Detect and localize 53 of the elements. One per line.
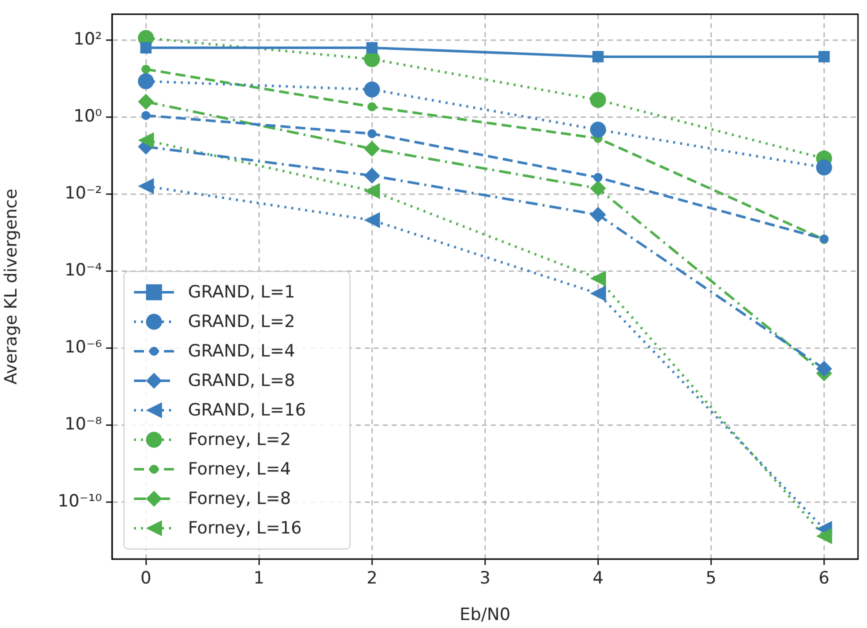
point [590, 286, 606, 302]
y-tick-label: 10² [74, 29, 102, 50]
point [367, 102, 376, 112]
point [364, 140, 380, 157]
point [816, 360, 832, 377]
y-tick-label: 10⁻² [64, 183, 102, 204]
x-tick-label: 6 [818, 568, 830, 589]
point [590, 206, 606, 223]
x-tick-label: 4 [592, 568, 604, 589]
point [140, 42, 152, 54]
y-tick-label: 10⁰ [74, 106, 102, 126]
point [590, 270, 606, 286]
legend-label: Forney, L=2 [188, 430, 291, 450]
legend-label: GRAND, L=4 [188, 342, 296, 362]
point [138, 178, 154, 194]
x-axis-title: Eb/N0 [460, 605, 510, 626]
legend-label: Forney, L=4 [188, 460, 291, 480]
point [590, 122, 606, 138]
point [594, 172, 603, 182]
legend-label: GRAND, L=8 [188, 371, 296, 392]
x-tick-label: 0 [140, 568, 152, 589]
y-tick-label: 10⁻⁴ [64, 260, 102, 280]
point [364, 168, 380, 184]
point [141, 110, 150, 120]
legend-label: GRAND, L=16 [188, 400, 306, 421]
point [367, 129, 376, 138]
x-tick-label: 1 [254, 568, 264, 589]
y-tick-label: 10⁻⁶ [64, 337, 102, 358]
point [366, 42, 378, 54]
legend-label: GRAND, L=1 [188, 282, 296, 303]
x-tick-label: 2 [366, 568, 378, 589]
point [590, 92, 606, 108]
point [364, 212, 380, 228]
point [818, 51, 830, 62]
y-tick-label: 10⁻⁸ [64, 414, 102, 434]
point [592, 51, 604, 62]
point [590, 180, 606, 196]
x-tick-label: 5 [706, 568, 716, 589]
point [138, 132, 154, 148]
point [364, 51, 380, 68]
point [816, 528, 832, 544]
legend-label: Forney, L=8 [188, 489, 291, 510]
legend-label: GRAND, L=2 [188, 312, 296, 332]
x-tick-label: 3 [480, 568, 490, 589]
point [816, 159, 832, 176]
y-axis-title: Average KL divergence [2, 188, 22, 384]
point [364, 81, 380, 98]
legend-label: Forney, L=16 [188, 518, 302, 539]
point [364, 182, 380, 199]
y-tick-label: 10⁻¹⁰ [58, 491, 102, 512]
point [138, 73, 154, 90]
point [141, 64, 150, 74]
point [138, 94, 154, 110]
